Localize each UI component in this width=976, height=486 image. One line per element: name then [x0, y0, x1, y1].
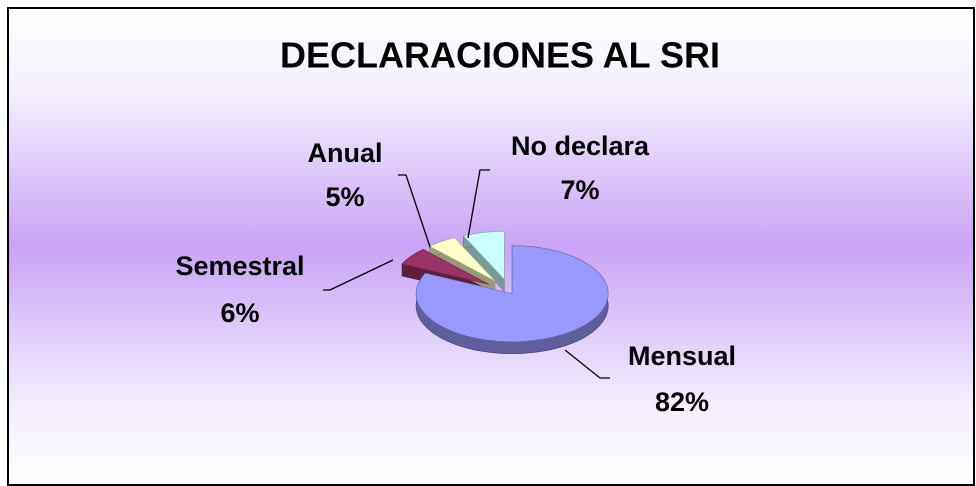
slice-value-label: 7%: [560, 175, 599, 205]
pie: [401, 231, 609, 354]
slice-value-label: 6%: [220, 298, 259, 328]
slice: [462, 231, 505, 281]
leader-line: [323, 259, 394, 291]
slice: [415, 245, 609, 342]
leader-line: [467, 169, 490, 239]
chart-title: DECLARACIONES AL SRI: [280, 35, 720, 76]
leader-line: [564, 349, 610, 379]
slice-label: No declara: [511, 131, 650, 161]
slice-side: [463, 231, 505, 292]
slice-label: Mensual: [628, 341, 736, 371]
slice-value-label: 5%: [325, 182, 364, 212]
slice-label: Anual: [307, 138, 382, 168]
slice: [401, 249, 490, 285]
slice-value-label: 82%: [655, 387, 709, 417]
leader-line: [398, 174, 431, 248]
slice-label: Semestral: [175, 251, 304, 281]
